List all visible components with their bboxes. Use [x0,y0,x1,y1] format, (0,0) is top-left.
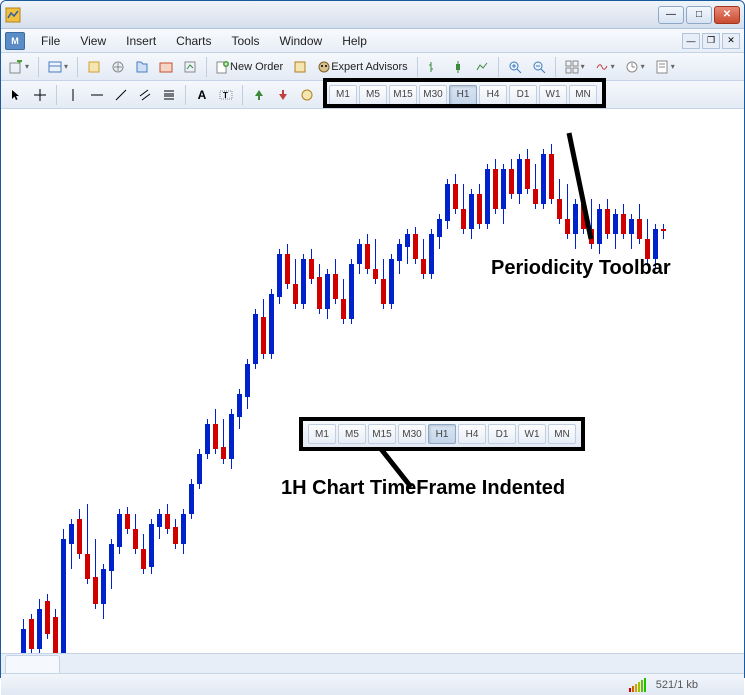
navigator-button[interactable] [131,56,153,78]
expert-advisors-label: Expert Advisors [331,61,407,73]
zoom-out-button[interactable] [528,56,550,78]
tile-button[interactable]: ▾ [561,56,589,78]
arrow-up-icon[interactable] [248,84,270,106]
channel-tool[interactable] [134,84,156,106]
timeframe-mn[interactable]: MN [548,424,576,444]
profiles-button[interactable]: ▾ [44,56,72,78]
close-button[interactable]: ✕ [714,6,740,24]
chart-tab-strip [1,653,744,673]
timeframe-mn[interactable]: MN [569,85,597,105]
timeframe-m15[interactable]: M15 [368,424,396,444]
maximize-button[interactable]: □ [686,6,712,24]
candle-chart-button[interactable] [447,56,469,78]
svg-text:T: T [223,91,228,100]
thumbs-icon[interactable] [296,84,318,106]
statusbar: 521/1 kb [1,673,744,695]
crosshair-tool[interactable] [29,84,51,106]
timeframe-m1[interactable]: M1 [329,85,357,105]
menu-view[interactable]: View [70,32,116,50]
menu-file[interactable]: File [31,32,70,50]
line-studies-toolbar: A T M1M5M15M30H1H4D1W1MN [1,81,744,109]
menu-help[interactable]: Help [332,32,377,50]
new-chart-button[interactable]: ▾ [5,56,33,78]
new-order-label: New Order [230,61,283,73]
mdi-restore[interactable]: ❐ [702,33,720,49]
menubar: M FileViewInsertChartsToolsWindowHelp — … [1,29,744,53]
timeframe-h1[interactable]: H1 [428,424,456,444]
market-watch-button[interactable] [83,56,105,78]
standard-toolbar: ▾ ▾ New Order Expert Advisors ▾ ▾ ▾ ▾ [1,53,744,81]
timeframe-h4[interactable]: H4 [458,424,486,444]
timeframe-m5[interactable]: M5 [359,85,387,105]
hline-tool[interactable] [86,84,108,106]
zoom-in-button[interactable] [504,56,526,78]
meta-button[interactable] [289,56,311,78]
chart-area[interactable]: Periodicity Toolbar M1M5M15M30H1H4D1W1MN… [1,109,744,653]
indicator-button[interactable]: ▾ [591,56,619,78]
timeframe-m15[interactable]: M15 [389,85,417,105]
timeframe-d1[interactable]: D1 [488,424,516,444]
fibo-tool[interactable] [158,84,180,106]
text-tool[interactable]: A [191,84,213,106]
timeframe-w1[interactable]: W1 [518,424,546,444]
new-order-button[interactable]: New Order [212,56,287,78]
cursor-tool[interactable] [5,84,27,106]
text-label-tool[interactable]: T [215,84,237,106]
titlebar: — □ ✕ [1,1,744,29]
trendline-tool[interactable] [110,84,132,106]
menu-charts[interactable]: Charts [166,32,221,50]
app-icon [5,7,21,23]
data-window-button[interactable] [107,56,129,78]
periodicity-toolbar: M1M5M15M30H1H4D1W1MN [329,85,597,105]
template-button[interactable]: ▾ [651,56,679,78]
line-chart-button[interactable] [471,56,493,78]
mdi-minimize[interactable]: — [682,33,700,49]
menu-window[interactable]: Window [270,32,333,50]
main-window: — □ ✕ M FileViewInsertChartsToolsWindowH… [0,0,745,678]
arrow-down-icon[interactable] [272,84,294,106]
annotation-svg [1,109,744,653]
connection-bars-icon [629,678,646,692]
menu-tools[interactable]: Tools [222,32,270,50]
chart-tab[interactable] [5,655,60,673]
timeframe-m1[interactable]: M1 [308,424,336,444]
timeframe-h4[interactable]: H4 [479,85,507,105]
timeframe-h1[interactable]: H1 [449,85,477,105]
timeframe-m30[interactable]: M30 [398,424,426,444]
vline-tool[interactable] [62,84,84,106]
annotation-h1-label: 1H Chart TimeFrame Indented [281,477,565,500]
mdi-close[interactable]: ✕ [722,33,740,49]
minimize-button[interactable]: — [658,6,684,24]
timeframe-m5[interactable]: M5 [338,424,366,444]
strategy-tester-button[interactable] [179,56,201,78]
terminal-button[interactable] [155,56,177,78]
periods-button[interactable]: ▾ [621,56,649,78]
menu-insert[interactable]: Insert [116,32,166,50]
bandwidth-label: 521/1 kb [656,679,698,691]
timeframe-d1[interactable]: D1 [509,85,537,105]
mt4-icon[interactable]: M [5,32,25,50]
timeframe-w1[interactable]: W1 [539,85,567,105]
timeframe-float-box: M1M5M15M30H1H4D1W1MN [299,417,585,451]
timeframe-m30[interactable]: M30 [419,85,447,105]
annotation-periodicity-label: Periodicity Toolbar [491,257,671,280]
bar-chart-button[interactable] [423,56,445,78]
autotrading-button[interactable]: Expert Advisors [313,56,411,78]
